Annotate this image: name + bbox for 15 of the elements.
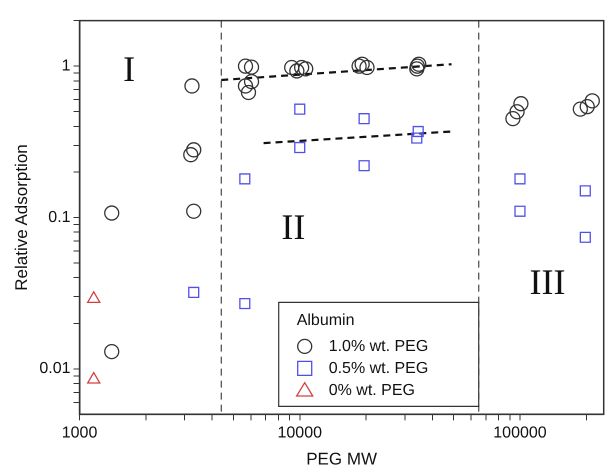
annotation: I: [123, 49, 136, 90]
annotation: II: [281, 206, 306, 247]
y-tick-label: 0.01: [39, 360, 71, 378]
x-tick-label: 100000: [493, 424, 547, 442]
x-tick-label: 10000: [278, 424, 322, 442]
x-tick-label: 1000: [62, 424, 98, 442]
legend-label: 0.5% wt. PEG: [328, 360, 428, 377]
legend-label: 0% wt. PEG: [328, 382, 415, 399]
legend-label: 1.0% wt. PEG: [328, 338, 428, 355]
y-tick-label: 0.1: [48, 208, 71, 226]
x-axis-title: PEG MW: [306, 449, 378, 468]
y-axis-title: Relative Adsorption: [12, 144, 31, 291]
legend-title: Albumin: [296, 312, 355, 329]
annotation: III: [530, 262, 566, 302]
y-tick-label: 1: [62, 58, 71, 75]
